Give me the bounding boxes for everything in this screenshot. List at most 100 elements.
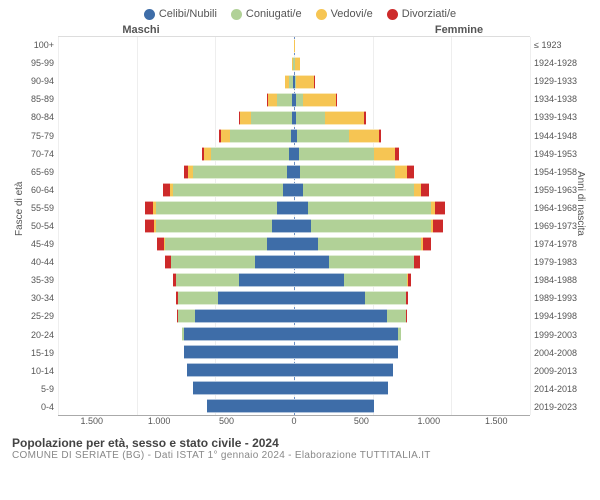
bar-segment bbox=[308, 201, 431, 215]
bar-segment bbox=[294, 255, 329, 269]
pyramid-row bbox=[58, 163, 530, 181]
bar-segment bbox=[277, 93, 293, 107]
legend: Celibi/NubiliConiugati/eVedovi/eDivorzia… bbox=[12, 8, 588, 20]
bar-segment bbox=[195, 309, 294, 323]
y-tick-birth: 2014-2018 bbox=[534, 380, 588, 398]
y-tick-age: 0-4 bbox=[12, 398, 54, 416]
bar-segment bbox=[287, 165, 294, 179]
bar-segment bbox=[171, 255, 254, 269]
y-tick-age: 60-64 bbox=[12, 181, 54, 199]
y-tick-age: 5-9 bbox=[12, 380, 54, 398]
male-half bbox=[58, 361, 294, 379]
pyramid-row bbox=[58, 253, 530, 271]
y-tick-birth: 1954-1958 bbox=[534, 163, 588, 181]
male-bar bbox=[58, 363, 294, 377]
bar-segment bbox=[178, 291, 219, 305]
bar-segment bbox=[294, 399, 374, 413]
bar-segment bbox=[387, 309, 406, 323]
male-half bbox=[58, 91, 294, 109]
bar-segment bbox=[294, 273, 344, 287]
female-half bbox=[294, 397, 530, 415]
bar-segment bbox=[184, 345, 294, 359]
male-half bbox=[58, 199, 294, 217]
bar-segment bbox=[156, 201, 277, 215]
x-tick: 1.500 bbox=[463, 416, 530, 426]
bar-segment bbox=[294, 381, 388, 395]
male-bar bbox=[58, 255, 294, 269]
male-bar bbox=[58, 93, 294, 107]
pyramid-row bbox=[58, 199, 530, 217]
y-tick-age: 80-84 bbox=[12, 108, 54, 126]
y-tick-birth: 1999-2003 bbox=[534, 326, 588, 344]
y-tick-birth: 1934-1938 bbox=[534, 90, 588, 108]
male-bar bbox=[58, 309, 294, 323]
male-bar bbox=[58, 273, 294, 287]
bar-segment bbox=[303, 183, 413, 197]
y-tick-birth: ≤ 1923 bbox=[534, 36, 588, 54]
bar-segment bbox=[395, 165, 408, 179]
bar-segment bbox=[207, 399, 294, 413]
male-half bbox=[58, 73, 294, 91]
pyramid-row bbox=[58, 91, 530, 109]
bar-segment bbox=[423, 237, 431, 251]
male-half bbox=[58, 127, 294, 145]
y-axis-age: 100+95-9990-9485-8980-8475-7970-7465-696… bbox=[12, 36, 58, 416]
bar-segment bbox=[268, 93, 277, 107]
male-half bbox=[58, 253, 294, 271]
female-half bbox=[294, 379, 530, 397]
female-bar bbox=[294, 327, 530, 341]
bar-segment bbox=[297, 129, 349, 143]
bar-segment bbox=[433, 219, 442, 233]
female-half bbox=[294, 343, 530, 361]
bar-segment bbox=[176, 273, 239, 287]
bar-segment bbox=[294, 201, 308, 215]
female-bar bbox=[294, 219, 530, 233]
x-tick: 1.500 bbox=[58, 416, 125, 426]
chart-area: 100+95-9990-9485-8980-8475-7970-7465-696… bbox=[12, 36, 588, 416]
y-tick-birth: 1929-1933 bbox=[534, 72, 588, 90]
pyramid-row bbox=[58, 145, 530, 163]
y-tick-age: 45-49 bbox=[12, 235, 54, 253]
legend-item: Divorziati/e bbox=[387, 8, 456, 20]
female-bar bbox=[294, 309, 530, 323]
bar-segment bbox=[414, 255, 420, 269]
pyramid-row bbox=[58, 127, 530, 145]
y-tick-birth: 2009-2013 bbox=[534, 362, 588, 380]
y-tick-birth: 1924-1928 bbox=[534, 54, 588, 72]
male-bar bbox=[58, 237, 294, 251]
female-bar bbox=[294, 381, 530, 395]
male-bar bbox=[58, 219, 294, 233]
legend-item: Vedovi/e bbox=[316, 8, 373, 20]
female-bar bbox=[294, 165, 530, 179]
legend-swatch bbox=[316, 9, 327, 20]
bar-segment bbox=[300, 165, 394, 179]
pyramid-row bbox=[58, 37, 530, 55]
bar-segment bbox=[408, 273, 411, 287]
female-bar bbox=[294, 93, 530, 107]
male-bar bbox=[58, 183, 294, 197]
female-bar bbox=[294, 273, 530, 287]
bar-segment bbox=[272, 219, 294, 233]
y-tick-age: 65-69 bbox=[12, 163, 54, 181]
female-half bbox=[294, 253, 530, 271]
pyramid-row bbox=[58, 397, 530, 415]
pyramid-row bbox=[58, 271, 530, 289]
y-tick-birth: 1974-1978 bbox=[534, 235, 588, 253]
male-bar bbox=[58, 129, 294, 143]
male-bar bbox=[58, 201, 294, 215]
y-tick-age: 40-44 bbox=[12, 253, 54, 271]
bar-segment bbox=[395, 147, 399, 161]
male-bar bbox=[58, 327, 294, 341]
x-tick: 500 bbox=[193, 416, 260, 426]
bar-segment bbox=[349, 129, 379, 143]
male-half bbox=[58, 343, 294, 361]
male-half bbox=[58, 217, 294, 235]
female-half bbox=[294, 91, 530, 109]
y-tick-age: 55-59 bbox=[12, 199, 54, 217]
female-bar bbox=[294, 183, 530, 197]
pyramid-row bbox=[58, 325, 530, 343]
female-half bbox=[294, 55, 530, 73]
x-tick: 1.000 bbox=[395, 416, 462, 426]
bar-segment bbox=[295, 57, 301, 71]
male-half bbox=[58, 181, 294, 199]
